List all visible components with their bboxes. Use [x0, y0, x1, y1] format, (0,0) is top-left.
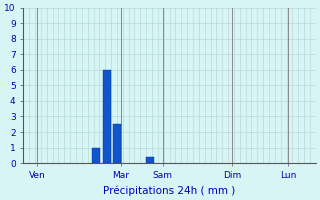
- Bar: [103, 70, 111, 163]
- Bar: [113, 124, 121, 163]
- X-axis label: Précipitations 24h ( mm ): Précipitations 24h ( mm ): [103, 185, 236, 196]
- Bar: [92, 148, 100, 163]
- Bar: [146, 157, 154, 163]
